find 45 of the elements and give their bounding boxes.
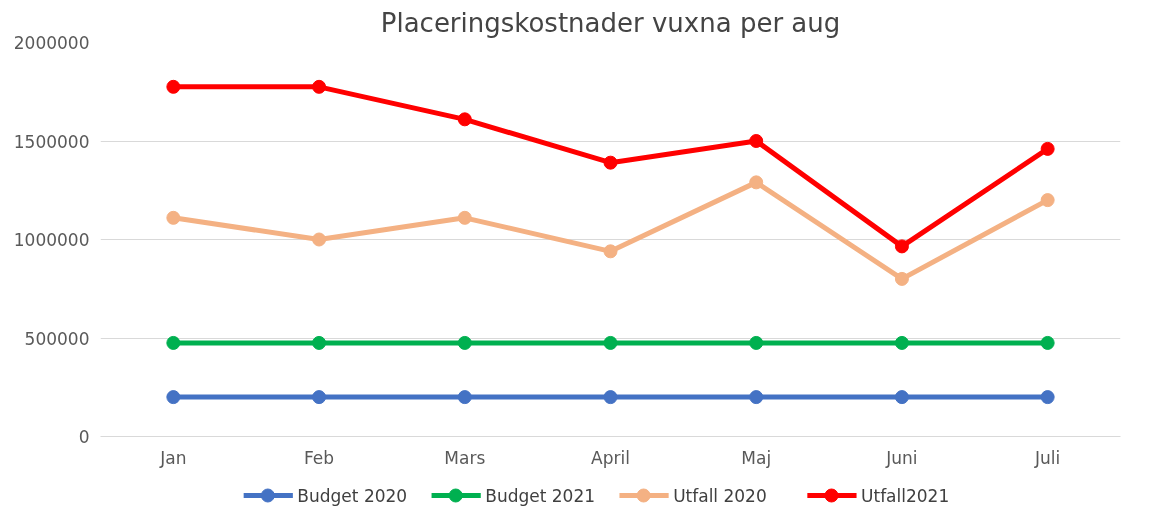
x-tick-label: Juli	[1034, 447, 1061, 468]
point	[603, 335, 618, 350]
point	[749, 175, 764, 190]
x-tick-label: April	[591, 447, 630, 468]
point	[166, 210, 181, 225]
legend-label: Budget 2020	[297, 485, 408, 506]
point	[894, 335, 909, 350]
y-tick-label: 2000000	[13, 33, 90, 53]
y-tick-label: 1000000	[13, 230, 90, 250]
legend-label: Budget 2021	[485, 485, 596, 506]
point	[166, 335, 181, 350]
y-tick-label: 0	[78, 427, 90, 447]
point	[312, 232, 327, 247]
x-tick-label: Juni	[885, 447, 918, 468]
point	[603, 155, 618, 170]
x-tick-label: Feb	[304, 447, 335, 468]
point	[312, 390, 327, 405]
point	[1040, 193, 1055, 208]
point	[894, 239, 909, 254]
point	[312, 335, 327, 350]
point	[457, 335, 472, 350]
x-tick-label: Mars	[444, 447, 486, 468]
x-tick-label: Jan	[159, 447, 187, 468]
point	[603, 244, 618, 259]
point	[166, 79, 181, 94]
y-tick-label: 1500000	[13, 131, 90, 152]
x-tick-label: Maj	[741, 447, 772, 468]
point	[457, 390, 472, 405]
point	[894, 271, 909, 286]
point	[166, 390, 181, 405]
legend-label: Utfall 2020	[673, 485, 767, 506]
point	[457, 210, 472, 225]
point	[894, 390, 909, 405]
point	[1040, 335, 1055, 350]
point	[749, 390, 764, 405]
point	[457, 112, 472, 127]
point	[1040, 390, 1055, 405]
point	[749, 335, 764, 350]
point	[1040, 141, 1055, 156]
point	[603, 390, 618, 405]
point	[749, 134, 764, 148]
y-tick-label: 500000	[24, 328, 90, 349]
point	[312, 79, 327, 94]
legend-label: Utfall2021	[861, 485, 950, 506]
chart-title: Placeringskostnader vuxna per aug	[380, 7, 841, 38]
